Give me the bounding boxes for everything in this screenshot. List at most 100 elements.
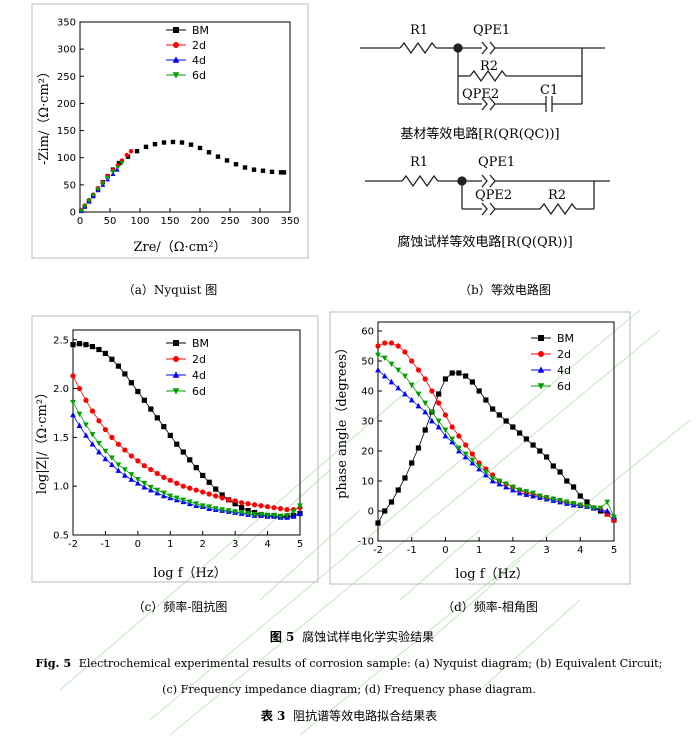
data-point-BM [550,463,556,469]
data-point-4d [429,417,435,424]
data-point-2d [258,503,264,509]
data-point-BM [232,501,238,507]
data-point-4d [102,455,109,462]
legend-label-2d: 2d [192,353,206,366]
y-tick-label: 1.5 [53,433,69,444]
data-point-BM [148,406,154,412]
series-line-BM [377,372,615,524]
data-point-6d [577,502,584,509]
data-point-2d [436,400,442,406]
legend-marker-6d [172,388,180,395]
series-6d [70,399,303,520]
data-point-6d [550,496,557,503]
data-point-6d [115,462,122,468]
data-point-4d [83,432,89,438]
y-tick-label: 10 [361,477,374,488]
c1-qpe2-label: QPE2 [462,87,499,102]
table-text: 阻抗谱等效电路拟合结果表 [293,708,437,723]
legend-marker-2d [173,42,179,48]
data-point-BM [187,457,193,463]
x-tick-label: 3 [543,545,549,556]
panel-a-caption: （a）Nyquist 图 [123,283,217,297]
x-tick-label: -2 [68,539,78,550]
data-point-6d [89,432,96,438]
fig-caption-en-1: Fig. 5 Electrochemical experimental resu… [36,656,663,670]
data-point-6d [193,501,200,507]
x-tick-label: 250 [220,216,239,227]
legend-label-6d: 6d [557,380,571,393]
series-BM [375,370,617,526]
data-point-2d [187,485,193,491]
watermark [59,309,691,736]
data-point-BM [161,424,167,430]
y-tick-label: 50 [63,180,76,191]
data-point-6d [96,440,102,447]
data-point-6d [456,445,462,452]
data-point-2d [382,340,388,346]
data-point-2d [264,504,271,510]
data-point-BM [170,139,176,145]
data-point-BM [456,370,462,376]
data-point-BM [260,168,266,173]
data-point-6d [180,497,187,503]
data-point-6d [78,208,84,214]
data-point-2d [122,447,128,453]
data-point-BM [188,142,194,147]
series-2d [70,373,303,513]
plot-area [72,329,301,536]
c1-r2-label: R2 [480,59,498,74]
data-point-BM [152,141,158,147]
data-point-6d [70,399,76,406]
data-point-BM [197,145,203,151]
data-point-BM [476,388,482,394]
data-point-2d [193,487,199,493]
data-point-6d [408,382,415,389]
x-tick-label: 0 [135,539,141,550]
series-6d [78,161,125,214]
data-point-6d [483,469,489,476]
data-point-BM [161,140,167,145]
data-point-BM [251,167,257,172]
data-point-6d [590,505,597,512]
x-tick-label: 0 [442,545,448,556]
panel-b-caption: （b）等效电路图 [459,282,551,297]
data-point-BM [278,170,284,175]
y-tick-label: 0 [368,507,374,518]
y-tick-label: 350 [57,18,76,29]
data-point-6d [83,422,89,428]
data-point-4d [128,476,135,482]
data-point-4d [297,510,303,516]
data-point-6d [277,514,284,520]
data-point-BM [483,397,489,403]
legend-label-BM: BM [557,332,574,345]
panel-a-ylabel: -Zim/（Ω·cm²） [37,65,52,165]
data-point-6d [297,503,303,509]
panel-a-xlabel: Zre/（Ω·cm²） [133,240,226,255]
y-tick-label: 2.0 [53,384,69,395]
data-point-6d [186,499,193,505]
data-point-6d [122,467,128,473]
series-line-6d [377,354,615,518]
legend-label-4d: 4d [192,54,206,67]
legend-marker-4d [537,366,545,373]
data-point-6d [90,193,96,198]
c1-r1-label: R1 [410,23,428,38]
data-point-6d [119,161,125,166]
y-tick-label: 250 [57,72,76,83]
legend-marker-6d [172,72,180,79]
fig-cn-text: 腐蚀试样电化学实验结果 [302,629,434,644]
c2-qpe1-label: QPE1 [478,155,515,170]
data-point-BM [122,371,128,377]
data-point-BM [200,472,206,479]
x-tick-label: 200 [190,216,209,227]
data-point-BM [523,436,529,442]
data-point-6d [449,436,456,443]
data-point-2d [271,505,277,511]
data-point-4d [290,513,297,519]
data-point-2d [96,418,102,424]
legend-label-6d: 6d [192,385,206,398]
y-tick-label: -10 [358,537,374,548]
data-point-6d [167,493,174,500]
data-point-6d [95,187,101,192]
